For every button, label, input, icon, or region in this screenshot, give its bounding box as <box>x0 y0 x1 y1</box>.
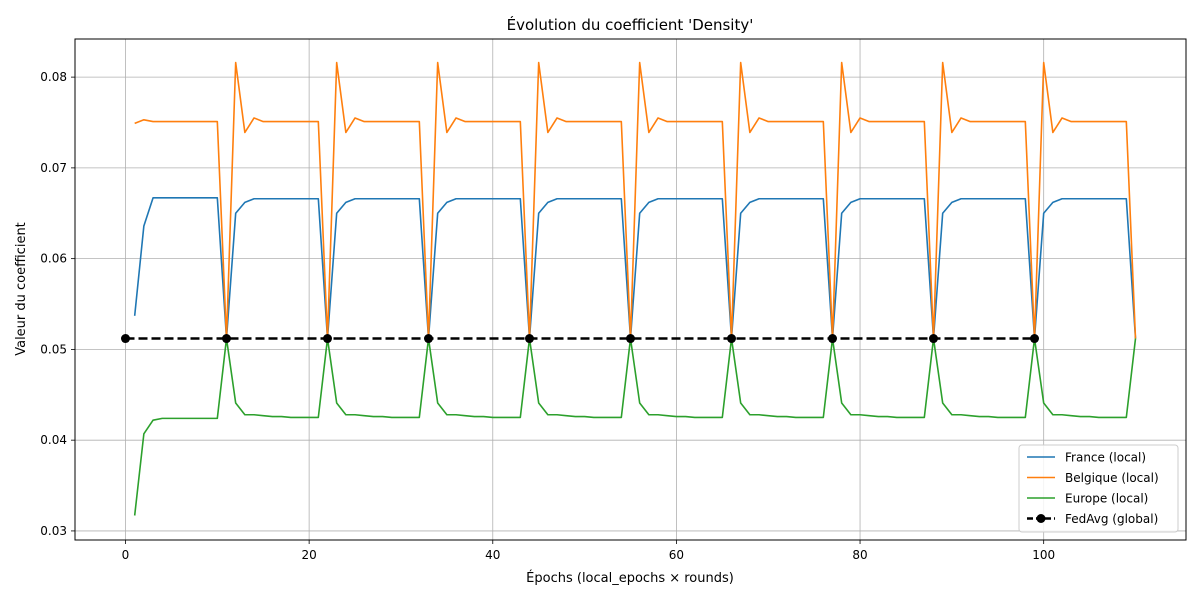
series-line-1 <box>134 61 1137 340</box>
legend-label: Europe (local) <box>1065 492 1148 506</box>
legend: France (local) Belgique (local) Europe (lo… <box>1018 444 1179 533</box>
legend-label: France (local) <box>1065 451 1146 465</box>
data-point <box>121 334 130 344</box>
data-point <box>727 334 736 344</box>
x-axis-ticks: 0 20 40 60 80 100 <box>122 540 1055 562</box>
grid <box>75 39 1186 540</box>
data-point <box>323 334 332 344</box>
x-tick-label: 60 <box>669 548 684 562</box>
series-line-2 <box>133 337 1137 516</box>
data-point <box>525 334 534 344</box>
data-point <box>222 334 231 344</box>
y-tick-label: 0.06 <box>40 252 67 266</box>
data-point <box>828 334 837 344</box>
y-axis-label: Valeur du coefficient <box>14 222 29 356</box>
y-tick-label: 0.04 <box>40 433 67 447</box>
data-point <box>1030 334 1039 344</box>
y-tick-label: 0.07 <box>40 161 67 175</box>
x-tick-label: 80 <box>852 548 867 562</box>
legend-marker <box>1036 514 1046 523</box>
x-tick-label: 40 <box>485 548 500 562</box>
plot-frame <box>74 38 1187 541</box>
x-axis-label: Épochs (local_epochs × rounds) <box>526 570 734 586</box>
legend-label: Belgique (local) <box>1065 471 1159 485</box>
series-lines <box>121 61 1137 516</box>
x-tick-label: 100 <box>1032 548 1055 562</box>
y-tick-label: 0.05 <box>40 342 67 356</box>
data-point <box>929 334 938 344</box>
chart-title: Évolution du coefficient 'Density' <box>507 15 754 34</box>
legend-box <box>1018 444 1179 533</box>
y-tick-label: 0.08 <box>40 70 67 84</box>
data-point <box>626 334 635 344</box>
x-tick-label: 0 <box>122 548 130 562</box>
data-point <box>424 334 433 344</box>
y-axis-ticks: 0.03 0.04 0.05 0.06 0.07 0.08 <box>40 70 75 538</box>
y-tick-label: 0.03 <box>40 524 67 538</box>
series-line-0 <box>133 197 1137 340</box>
x-tick-label: 20 <box>301 548 316 562</box>
legend-label: FedAvg (global) <box>1065 512 1158 526</box>
